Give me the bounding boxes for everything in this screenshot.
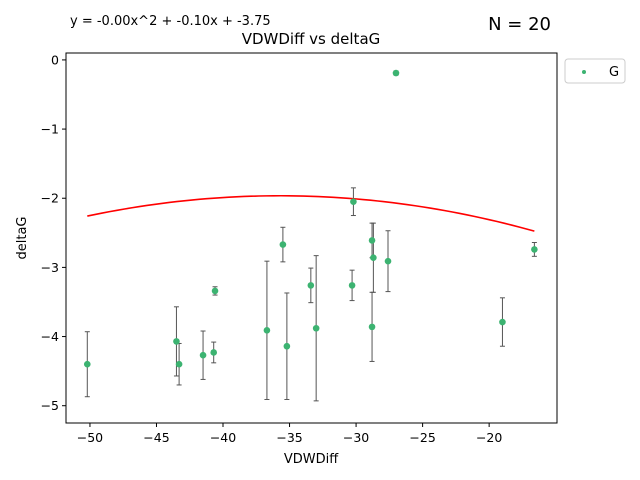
x-axis: −50 −45 −40 −35 −30 −25 −20 xyxy=(77,423,502,445)
legend-label-g: G xyxy=(609,65,619,80)
axes-frame xyxy=(65,52,558,424)
x-tick-label: −45 xyxy=(143,430,169,445)
data-point xyxy=(350,198,357,205)
y-axis: 0 −1 −2 −3 −4 −5 xyxy=(41,52,66,413)
x-tick-label: −40 xyxy=(210,430,236,445)
x-tick-label: −20 xyxy=(476,430,502,445)
data-point xyxy=(531,246,538,253)
data-point xyxy=(279,241,287,248)
data-point xyxy=(283,342,291,350)
data-point xyxy=(392,69,400,77)
data-point xyxy=(210,349,217,356)
y-tick-label: −5 xyxy=(41,398,59,413)
x-tick-label: −25 xyxy=(409,430,435,445)
data-point xyxy=(348,282,356,289)
y-tick-label: 0 xyxy=(51,52,59,67)
data-point xyxy=(211,287,219,295)
plot-area xyxy=(83,69,538,402)
y-axis-label: deltaG xyxy=(15,217,30,260)
data-point xyxy=(263,327,271,334)
sample-count: N = 20 xyxy=(488,14,551,35)
data-point xyxy=(368,323,376,331)
data-point xyxy=(173,338,180,345)
data-point xyxy=(312,324,320,332)
fit-line xyxy=(87,194,535,232)
legend-box xyxy=(564,58,626,84)
data-point xyxy=(83,360,91,368)
x-tick-label: −30 xyxy=(343,430,369,445)
data-point xyxy=(368,237,376,244)
y-tick-label: −3 xyxy=(41,260,59,275)
y-tick-label: −1 xyxy=(41,122,59,137)
legend-marker-g xyxy=(582,70,586,74)
data-point xyxy=(307,282,315,289)
chart-title: VDWDiff vs deltaG xyxy=(242,30,381,48)
fit-equation: y = -0.00x^2 + -0.10x + -3.75 xyxy=(70,14,271,29)
data-point xyxy=(370,254,377,262)
legend: G xyxy=(564,58,626,84)
x-tick-label: −50 xyxy=(77,430,103,445)
x-axis-label: VDWDiff xyxy=(284,452,339,467)
y-tick-label: −4 xyxy=(41,329,59,344)
data-point xyxy=(384,257,392,265)
x-tick-label: −35 xyxy=(276,430,302,445)
data-point xyxy=(499,318,506,326)
data-point xyxy=(175,360,183,368)
y-tick-label: −2 xyxy=(41,191,59,206)
data-point xyxy=(199,351,207,359)
